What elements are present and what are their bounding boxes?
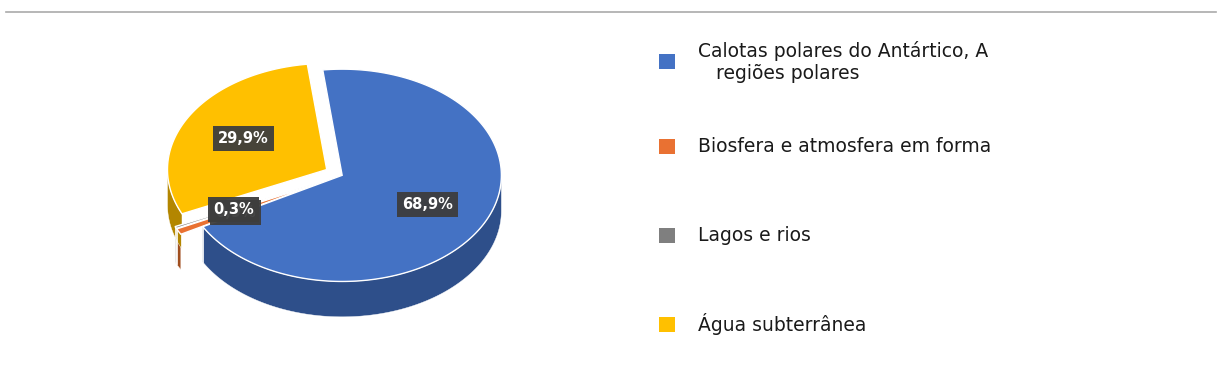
Text: 68,9%: 68,9%	[402, 197, 452, 212]
Polygon shape	[177, 229, 181, 270]
FancyBboxPatch shape	[659, 317, 676, 332]
Text: 0,9%: 0,9%	[215, 205, 255, 220]
Polygon shape	[167, 64, 326, 214]
Polygon shape	[203, 176, 501, 317]
Polygon shape	[175, 227, 176, 264]
FancyBboxPatch shape	[659, 139, 676, 154]
Text: 29,9%: 29,9%	[218, 131, 269, 146]
Polygon shape	[177, 183, 320, 234]
Polygon shape	[203, 69, 501, 281]
FancyBboxPatch shape	[659, 228, 676, 243]
FancyBboxPatch shape	[659, 54, 676, 69]
Text: Biosfera e atmosfera em forma: Biosfera e atmosfera em forma	[698, 137, 991, 156]
Text: Água subterrânea: Água subterrânea	[698, 313, 866, 335]
Text: Lagos e rios: Lagos e rios	[698, 226, 810, 245]
Polygon shape	[167, 170, 182, 249]
Text: Calotas polares do Antártico, A
   regiões polares: Calotas polares do Antártico, A regiões …	[698, 41, 989, 83]
Text: 0,3%: 0,3%	[213, 202, 254, 217]
Polygon shape	[175, 182, 320, 229]
